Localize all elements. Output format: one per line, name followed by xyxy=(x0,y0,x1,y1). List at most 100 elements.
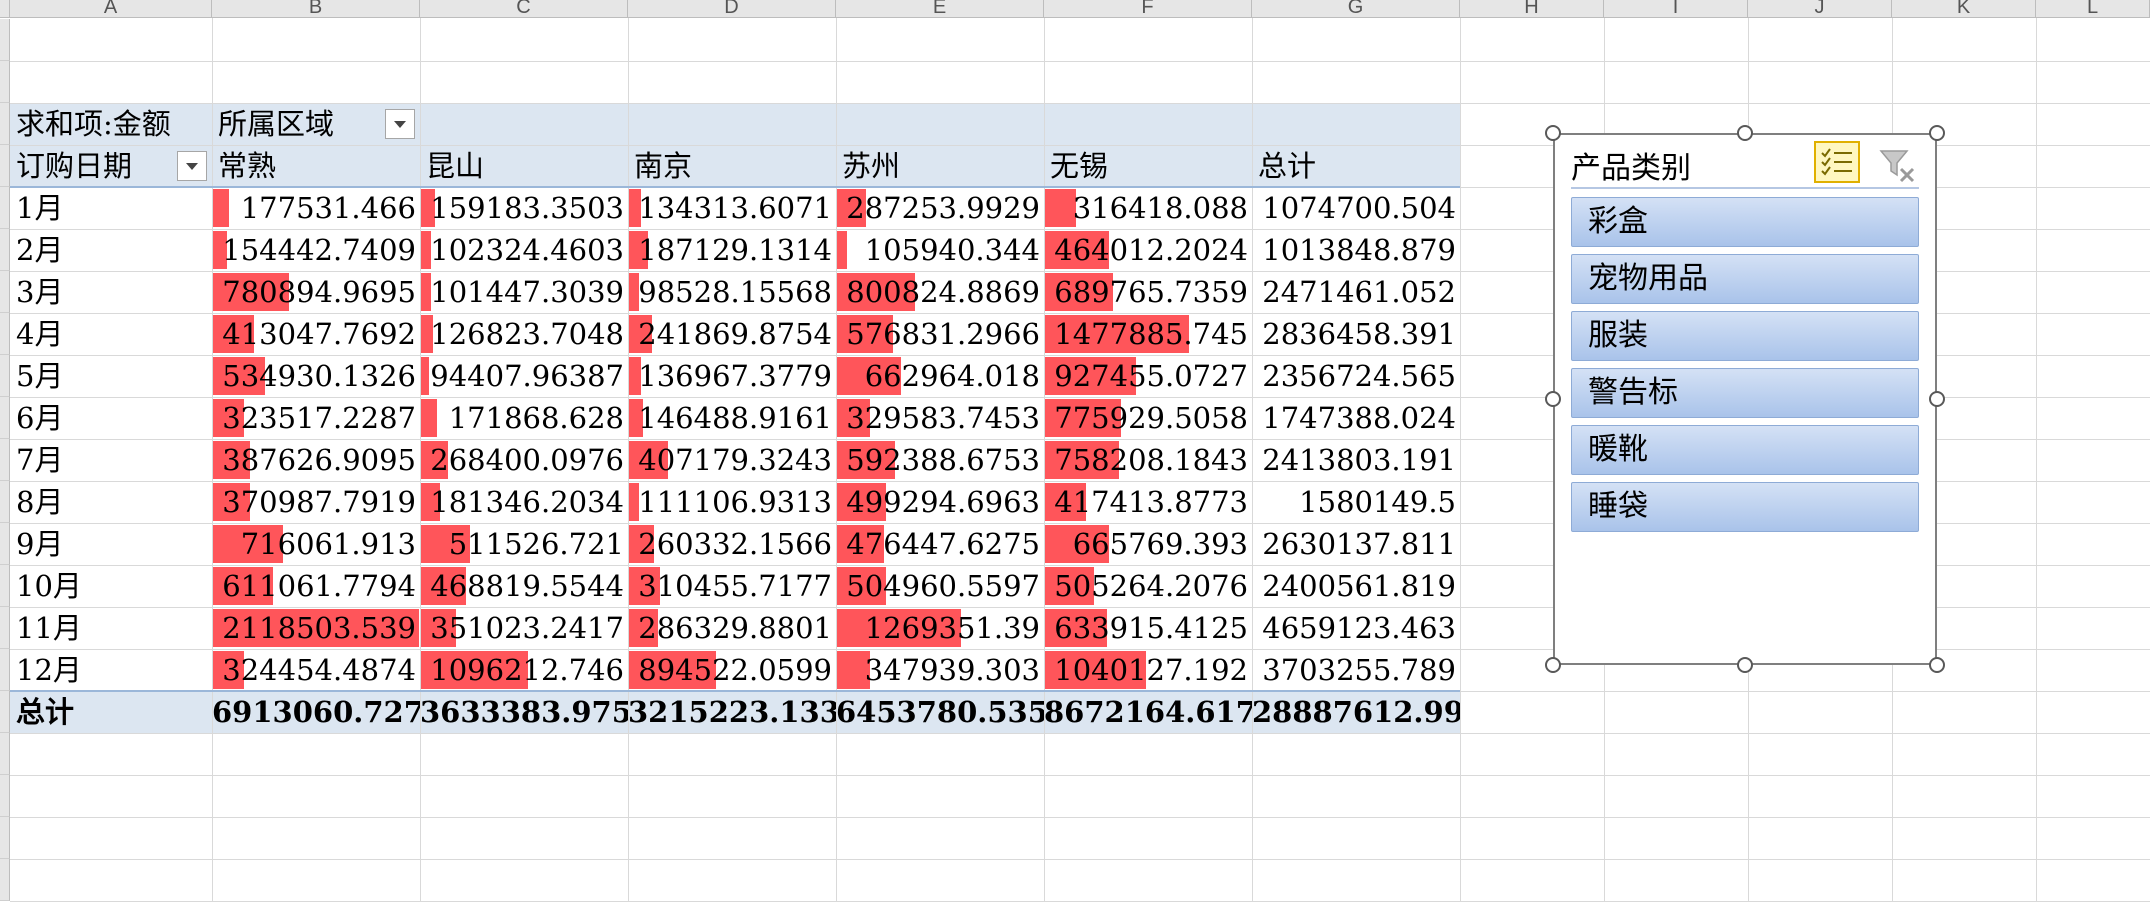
pivot-value-cell[interactable]: 329583.7453 xyxy=(846,401,1040,435)
pivot-value-cell[interactable]: 716061.913 xyxy=(240,527,416,561)
row-header[interactable] xyxy=(0,397,10,439)
column-header-E[interactable]: E xyxy=(836,0,1044,18)
pivot-value-cell[interactable]: 323517.2287 xyxy=(222,401,416,435)
pivot-value-cell[interactable]: 324454.4874 xyxy=(222,653,416,687)
slicer-item[interactable]: 服装 xyxy=(1571,311,1919,361)
slicer-resize-handle[interactable] xyxy=(1929,391,1945,407)
pivot-value-cell[interactable]: 468819.5544 xyxy=(430,569,624,603)
pivot-value-cell[interactable]: 592388.6753 xyxy=(846,443,1040,477)
pivot-value-cell[interactable]: 101447.3039 xyxy=(430,275,624,309)
pivot-value-cell[interactable]: 464012.2024 xyxy=(1054,233,1248,267)
pivot-value-cell[interactable]: 260332.1566 xyxy=(638,527,832,561)
pivot-grand-total-value[interactable]: 3633383.975 xyxy=(420,695,628,729)
row-header[interactable] xyxy=(0,649,10,691)
pivot-value-cell[interactable]: 2471461.052 xyxy=(1262,275,1456,309)
pivot-value-cell[interactable]: 154442.7409 xyxy=(222,233,416,267)
pivot-value-cell[interactable]: 633915.4125 xyxy=(1054,611,1248,645)
pivot-value-cell[interactable]: 2118503.539 xyxy=(222,611,416,645)
pivot-value-cell[interactable]: 476447.6275 xyxy=(846,527,1040,561)
pivot-value-cell[interactable]: 94407.96387 xyxy=(430,359,624,393)
slicer-resize-handle[interactable] xyxy=(1929,125,1945,141)
pivot-value-cell[interactable]: 927455.0727 xyxy=(1054,359,1248,393)
pivot-value-cell[interactable]: 511526.721 xyxy=(448,527,624,561)
row-header[interactable] xyxy=(0,439,10,481)
pivot-value-cell[interactable]: 689765.7359 xyxy=(1054,275,1248,309)
product-category-slicer[interactable]: 产品类别 彩盒 宠物用品 服装 警告标 暖靴 睡袋 xyxy=(1553,133,1937,665)
pivot-value-cell[interactable]: 1096212.746 xyxy=(430,653,624,687)
pivot-value-cell[interactable]: 126823.7048 xyxy=(430,317,624,351)
pivot-value-cell[interactable]: 1013848.879 xyxy=(1262,233,1456,267)
pivot-value-cell[interactable]: 611061.7794 xyxy=(222,569,416,603)
pivot-grand-total-value[interactable]: 6913060.727 xyxy=(212,695,420,729)
pivot-value-cell[interactable]: 159183.3503 xyxy=(430,191,624,225)
pivot-grand-total-value[interactable]: 3215223.133 xyxy=(628,695,836,729)
pivot-value-cell[interactable]: 534930.1326 xyxy=(222,359,416,393)
pivot-value-cell[interactable]: 187129.1314 xyxy=(638,233,832,267)
pivot-value-cell[interactable]: 417413.8773 xyxy=(1054,485,1248,519)
pivot-value-cell[interactable]: 504960.5597 xyxy=(846,569,1040,603)
pivot-value-cell[interactable]: 662964.018 xyxy=(864,359,1040,393)
pivot-grand-total-value[interactable]: 8672164.617 xyxy=(1044,695,1252,729)
row-header[interactable] xyxy=(0,61,10,103)
row-header[interactable] xyxy=(0,607,10,649)
pivot-value-cell[interactable]: 1040127.192 xyxy=(1054,653,1248,687)
slicer-item[interactable]: 宠物用品 xyxy=(1571,254,1919,304)
pivot-value-cell[interactable]: 2356724.565 xyxy=(1262,359,1456,393)
row-header[interactable] xyxy=(0,229,10,271)
row-header[interactable] xyxy=(0,103,10,145)
pivot-value-cell[interactable]: 286329.8801 xyxy=(638,611,832,645)
pivot-value-cell[interactable]: 2413803.191 xyxy=(1262,443,1456,477)
pivot-value-cell[interactable]: 134313.6071 xyxy=(638,191,832,225)
pivot-grand-total-value[interactable]: 6453780.535 xyxy=(836,695,1044,729)
pivot-value-cell[interactable]: 800824.8869 xyxy=(846,275,1040,309)
row-header[interactable] xyxy=(0,523,10,565)
pivot-value-cell[interactable]: 98528.15568 xyxy=(638,275,832,309)
slicer-resize-handle[interactable] xyxy=(1929,657,1945,673)
row-header[interactable] xyxy=(0,565,10,607)
column-header-K[interactable]: K xyxy=(1892,0,2036,18)
slicer-resize-handle[interactable] xyxy=(1737,125,1753,141)
pivot-value-cell[interactable]: 351023.2417 xyxy=(430,611,624,645)
pivot-value-cell[interactable]: 1580149.5 xyxy=(1299,485,1456,519)
pivot-value-cell[interactable]: 894522.0599 xyxy=(638,653,832,687)
multi-select-icon[interactable] xyxy=(1814,141,1860,183)
pivot-value-cell[interactable]: 181346.2034 xyxy=(430,485,624,519)
pivot-value-cell[interactable]: 347939.303 xyxy=(864,653,1040,687)
slicer-item[interactable]: 睡袋 xyxy=(1571,482,1919,532)
clear-filter-icon[interactable] xyxy=(1877,145,1917,185)
pivot-value-cell[interactable]: 2836458.391 xyxy=(1262,317,1456,351)
row-header[interactable] xyxy=(0,145,10,187)
pivot-value-cell[interactable]: 499294.6963 xyxy=(846,485,1040,519)
column-field-filter-dropdown[interactable] xyxy=(385,109,415,139)
pivot-value-cell[interactable]: 310455.7177 xyxy=(638,569,832,603)
row-header[interactable] xyxy=(0,859,10,901)
pivot-value-cell[interactable]: 413047.7692 xyxy=(222,317,416,351)
column-header-G[interactable]: G xyxy=(1252,0,1460,18)
pivot-value-cell[interactable]: 316418.088 xyxy=(1072,191,1248,225)
select-all-corner[interactable] xyxy=(0,0,10,18)
pivot-value-cell[interactable]: 268400.0976 xyxy=(430,443,624,477)
column-header-B[interactable]: B xyxy=(212,0,420,18)
pivot-value-cell[interactable]: 2400561.819 xyxy=(1262,569,1456,603)
pivot-value-cell[interactable]: 576831.2966 xyxy=(846,317,1040,351)
pivot-value-cell[interactable]: 665769.393 xyxy=(1072,527,1248,561)
column-header-F[interactable]: F xyxy=(1044,0,1252,18)
row-header[interactable] xyxy=(0,775,10,817)
pivot-value-cell[interactable]: 102324.4603 xyxy=(430,233,624,267)
pivot-value-cell[interactable]: 146488.9161 xyxy=(638,401,832,435)
slicer-resize-handle[interactable] xyxy=(1545,391,1561,407)
pivot-value-cell[interactable]: 105940.344 xyxy=(864,233,1040,267)
row-header[interactable] xyxy=(0,19,10,61)
pivot-value-cell[interactable]: 171868.628 xyxy=(448,401,624,435)
pivot-value-cell[interactable]: 407179.3243 xyxy=(638,443,832,477)
column-header-I[interactable]: I xyxy=(1604,0,1748,18)
column-header-H[interactable]: H xyxy=(1460,0,1604,18)
row-header[interactable] xyxy=(0,271,10,313)
pivot-value-cell[interactable]: 111106.9313 xyxy=(638,485,832,519)
column-header-A[interactable]: A xyxy=(10,0,212,18)
row-header[interactable] xyxy=(0,481,10,523)
slicer-item[interactable]: 警告标 xyxy=(1571,368,1919,418)
row-header[interactable] xyxy=(0,817,10,859)
slicer-item[interactable]: 彩盒 xyxy=(1571,197,1919,247)
pivot-value-cell[interactable]: 1747388.024 xyxy=(1262,401,1456,435)
